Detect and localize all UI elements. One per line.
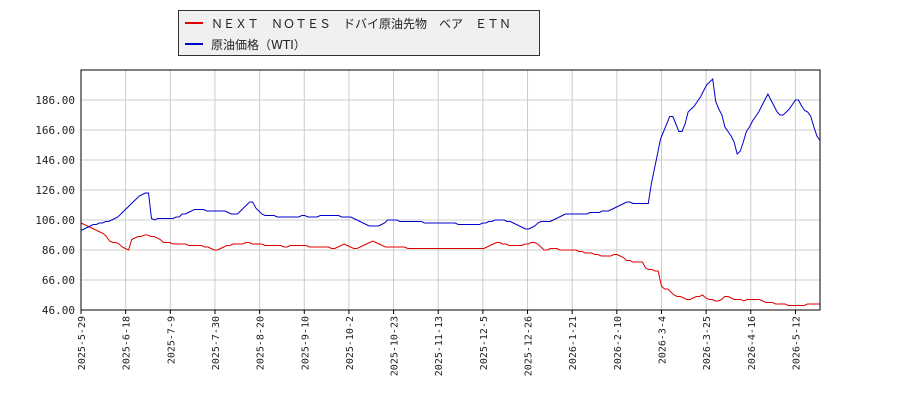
x-tick-label: 2025-9-10	[300, 316, 311, 370]
legend-item-etn: ＮＥＸＴ ＮＯＴＥＳ ドバイ原油先物 ベア ＥＴＮ	[185, 14, 511, 32]
x-tick-label: 2026-3-4	[657, 316, 668, 364]
legend: ＮＥＸＴ ＮＯＴＥＳ ドバイ原油先物 ベア ＥＴＮ 原油価格（WTI）	[178, 10, 540, 56]
series-lines	[80, 77, 821, 306]
x-tick-label: 2025-11-13	[434, 316, 445, 376]
series-line-wti	[80, 77, 821, 231]
y-axis-tick-labels: 46.00 66.00 86.00 106.00 126.00 146.00 166.00 1…	[35, 94, 75, 317]
legend-label-etn: ＮＥＸＴ ＮＯＴＥＳ ドバイ原油先物 ベア ＥＴＮ	[211, 16, 512, 31]
x-tick-label: 2026-5-12	[791, 316, 802, 370]
y-tick-label: 66.00	[42, 274, 75, 287]
x-tick-label: 2026-4-16	[747, 316, 758, 370]
legend-label-wti: 原油価格（WTI）	[211, 37, 306, 52]
x-tick-label: 2025-6-18	[122, 316, 133, 370]
x-tick-label: 2026-3-25	[702, 316, 713, 370]
x-tick-label: 2025-10-23	[390, 316, 401, 376]
x-tick-label: 2026-2-10	[613, 316, 624, 370]
plot-area-frame	[80, 69, 821, 311]
y-tick-label: 186.00	[35, 94, 75, 107]
x-tick-label: 2025-12-26	[524, 316, 535, 376]
y-tick-label: 46.00	[42, 304, 75, 317]
x-tick-label: 2025-5-29	[77, 316, 88, 370]
y-tick-label: 106.00	[35, 214, 75, 227]
y-tick-label: 126.00	[35, 184, 75, 197]
series-line-etn	[80, 222, 820, 306]
y-tick-label: 86.00	[42, 244, 75, 257]
x-tick-label: 2025-12-5	[479, 316, 490, 370]
x-tick-label: 2025-10-2	[345, 316, 356, 370]
y-tick-label: 146.00	[35, 154, 75, 167]
grid-lines	[80, 70, 820, 314]
x-axis-tick-labels: 2025-5-29 2025-6-18 2025-7-9 2025-7-30 2025-…	[77, 316, 802, 376]
x-tick-label: 2025-8-20	[256, 316, 267, 370]
x-tick-label: 2025-7-30	[211, 316, 222, 370]
legend-item-wti: 原油価格（WTI）	[185, 35, 306, 53]
legend-swatch-red	[185, 22, 203, 24]
legend-swatch-blue	[185, 43, 203, 45]
x-tick-label: 2026-1-21	[568, 316, 579, 370]
x-tick-label: 2025-7-9	[166, 316, 177, 364]
y-tick-label: 166.00	[35, 124, 75, 137]
